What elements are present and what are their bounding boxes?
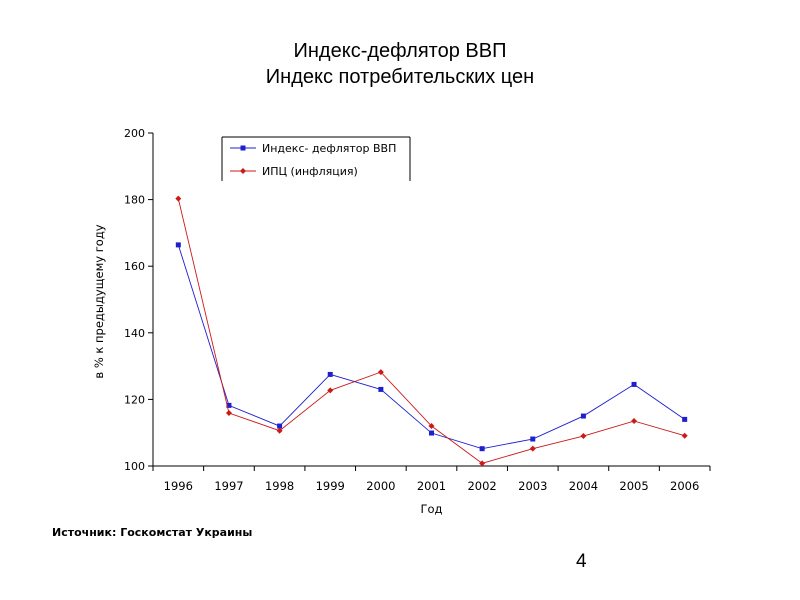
x-tick-label: 2000: [366, 479, 395, 493]
y-tick-label: 180: [124, 194, 145, 207]
data-point-2: [327, 387, 334, 394]
y-tick-label: 160: [124, 260, 145, 273]
y-tick-label: 140: [124, 327, 145, 340]
data-point-1: [479, 446, 485, 452]
data-point-2: [580, 433, 587, 440]
y-axis-title: в % к предыдущему году: [92, 224, 106, 378]
data-point-1: [682, 416, 688, 422]
legend-swatch-marker: [240, 168, 246, 174]
x-tick-label: 1997: [214, 479, 243, 493]
data-point-1: [175, 242, 181, 248]
data-point-2: [175, 195, 182, 202]
series-line-1: [177, 244, 685, 450]
data-point-2: [428, 423, 435, 430]
x-tick-label: 2005: [619, 479, 648, 493]
data-point-1: [631, 381, 637, 387]
y-tick-label: 120: [124, 393, 145, 406]
legend-label: Индекс- дефлятор ВВП: [262, 142, 396, 155]
x-tick-label: 2004: [569, 479, 598, 493]
title-line-1: Индекс-дефлятор ВВП: [293, 40, 507, 62]
x-tick-label: 1996: [164, 479, 193, 493]
data-point-1: [327, 371, 333, 377]
data-point-2: [377, 369, 384, 376]
data-point-1: [530, 436, 536, 442]
y-tick-label: 100: [124, 460, 145, 473]
data-point-1: [580, 413, 586, 419]
data-point-1: [429, 430, 434, 436]
title-line-2: Индекс потребительских цен: [265, 66, 535, 88]
x-tick-label: 2003: [518, 479, 547, 493]
legend-box: [222, 137, 410, 181]
data-point-2: [681, 432, 688, 439]
page-number: 4: [576, 551, 587, 572]
data-point-2: [225, 410, 232, 417]
x-tick-label: 1999: [316, 479, 345, 493]
x-tick-label: 1998: [265, 479, 294, 493]
source-note: Источник: Госкомстат Украины: [52, 526, 253, 539]
legend-label: ИПЦ (инфляция): [262, 165, 358, 178]
x-tick-label: 2006: [670, 479, 699, 493]
y-tick-label: 200: [124, 127, 145, 140]
x-tick-label: 2001: [417, 479, 446, 493]
slide-title: Индекс-дефлятор ВВП Индекс потребительск…: [0, 38, 800, 90]
data-point-2: [631, 418, 638, 425]
data-point-2: [529, 445, 536, 452]
data-point-1: [378, 386, 384, 392]
data-point-1: [277, 423, 283, 429]
data-point-1: [226, 402, 232, 408]
data-point-2: [276, 427, 283, 434]
data-point-2: [479, 460, 486, 467]
x-tick-label: 2002: [467, 479, 496, 493]
x-axis-title: Год: [420, 502, 442, 516]
legend-swatch-marker: [240, 145, 246, 151]
